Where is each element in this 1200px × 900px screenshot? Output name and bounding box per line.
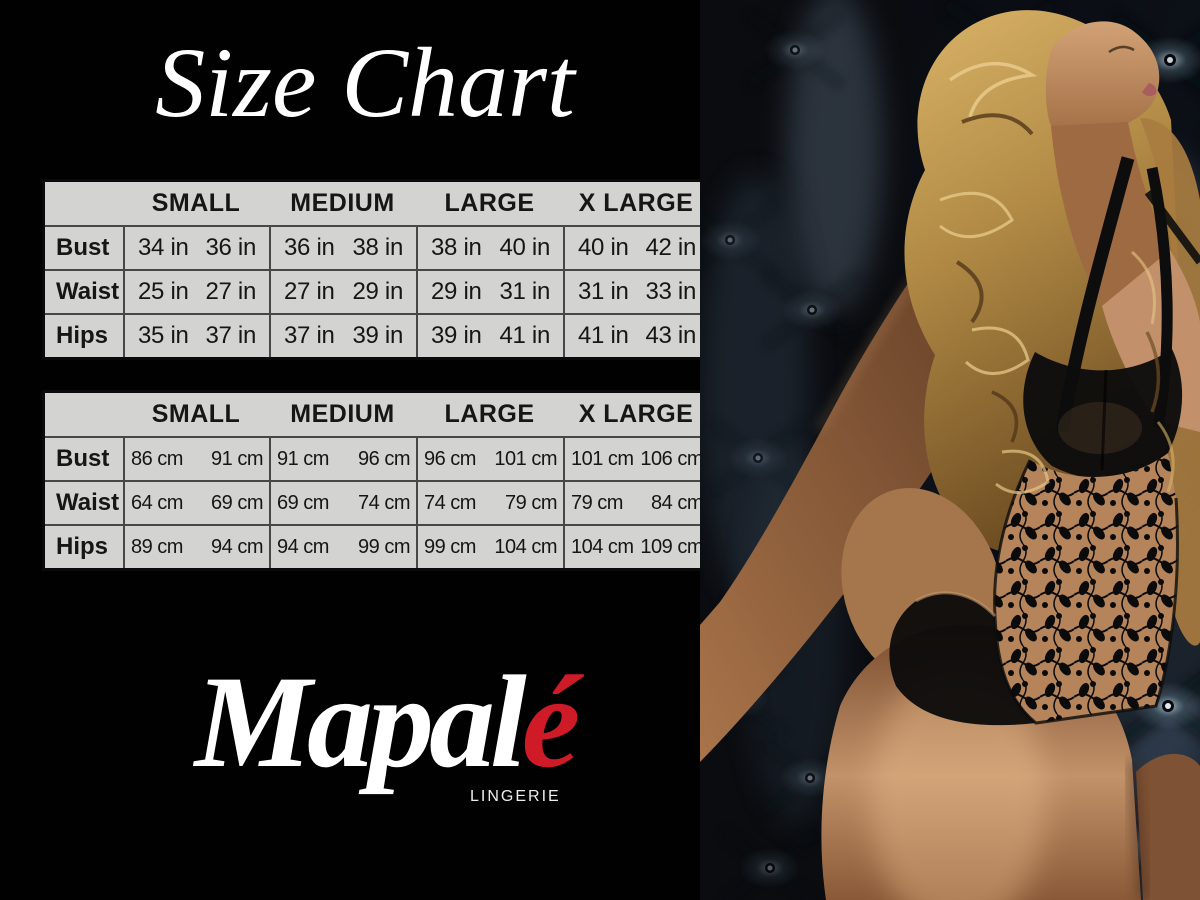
cell-bust-large: 38 in 40 in xyxy=(416,225,563,269)
size-table-centimeters: SMALL MEDIUM LARGE X LARGE Bust 86 cm 91 … xyxy=(42,390,712,571)
closed-eye xyxy=(1108,45,1135,54)
size-table-inches: SMALL MEDIUM LARGE X LARGE Bust 34 in 36 … xyxy=(42,179,712,360)
cell-bust-small: 86 cm 91 cm xyxy=(123,436,269,480)
cell-waist-medium: 69 cm 74 cm xyxy=(269,480,416,524)
cell-waist-small: 64 cm 69 cm xyxy=(123,480,269,524)
cell-bust-xlarge: 40 in 42 in xyxy=(563,225,709,269)
brand-subtitle: LINGERIE xyxy=(470,788,561,805)
column-header-large: LARGE xyxy=(444,400,535,428)
row-label-waist: Waist xyxy=(45,480,123,524)
table-corner-cell xyxy=(45,393,123,436)
cell-hips-xlarge: 104 cm 109 cm xyxy=(563,524,709,568)
cell-waist-large: 74 cm 79 cm xyxy=(416,480,563,524)
brand-logo: Mapalé LINGERIE xyxy=(150,646,620,826)
column-header-large: LARGE xyxy=(444,189,535,217)
leather-panel xyxy=(700,0,908,900)
column-header-small: SMALL xyxy=(151,400,241,428)
row-label-hips: Hips xyxy=(45,313,123,357)
cell-waist-small: 25 in 27 in xyxy=(123,269,269,313)
cell-hips-large: 99 cm 104 cm xyxy=(416,524,563,568)
cell-waist-large: 29 in 31 in xyxy=(416,269,563,313)
lace-bodysuit xyxy=(889,453,1179,726)
cell-bust-large: 96 cm 101 cm xyxy=(416,436,563,480)
cell-bust-small: 34 in 36 in xyxy=(123,225,269,269)
row-label-waist: Waist xyxy=(45,269,123,313)
column-header-small: SMALL xyxy=(151,189,241,217)
lips xyxy=(1142,83,1157,97)
model-photo xyxy=(700,0,1200,900)
cell-bust-medium: 91 cm 96 cm xyxy=(269,436,416,480)
cell-hips-medium: 37 in 39 in xyxy=(269,313,416,357)
row-label-hips: Hips xyxy=(45,524,123,568)
row-label-bust: Bust xyxy=(45,436,123,480)
cell-waist-xlarge: 31 in 33 in xyxy=(563,269,709,313)
cell-hips-large: 39 in 41 in xyxy=(416,313,563,357)
brand-wordmark: Mapalé xyxy=(150,646,620,798)
column-header-medium: MEDIUM xyxy=(290,189,395,217)
brand-wordmark-accent: é xyxy=(521,648,581,795)
cell-hips-xlarge: 41 in 43 in xyxy=(563,313,709,357)
cell-waist-xlarge: 79 cm 84 cm xyxy=(563,480,709,524)
page-title: Size Chart xyxy=(155,27,575,138)
row-label-bust: Bust xyxy=(45,225,123,269)
cell-bust-medium: 36 in 38 in xyxy=(269,225,416,269)
lace-bra xyxy=(1023,349,1183,479)
cell-waist-medium: 27 in 29 in xyxy=(269,269,416,313)
column-header-medium: MEDIUM xyxy=(290,400,395,428)
column-header-xlarge: X LARGE xyxy=(578,189,694,217)
brand-wordmark-main: Mapal xyxy=(194,648,527,795)
cell-hips-small: 89 cm 94 cm xyxy=(123,524,269,568)
model-hair-cascade xyxy=(1140,118,1200,646)
hair-curls xyxy=(939,62,1175,494)
cell-hips-medium: 94 cm 99 cm xyxy=(269,524,416,568)
cell-bust-xlarge: 101 cm 106 cm xyxy=(563,436,709,480)
model-face xyxy=(1045,21,1160,147)
table-corner-cell xyxy=(45,182,123,225)
model-photo-illustration xyxy=(700,0,1200,900)
column-header-xlarge: X LARGE xyxy=(578,400,694,428)
cell-hips-small: 35 in 37 in xyxy=(123,313,269,357)
